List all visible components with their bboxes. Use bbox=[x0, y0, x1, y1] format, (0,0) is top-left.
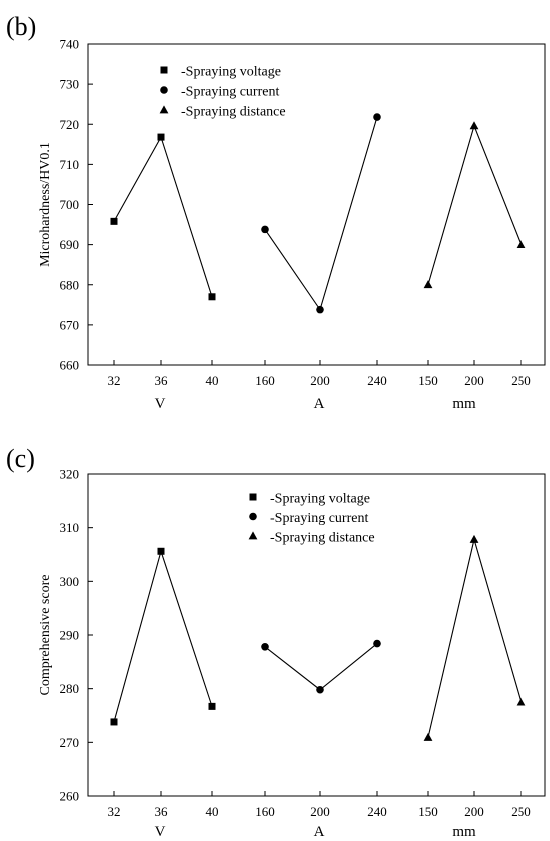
x-tick-label: 32 bbox=[108, 804, 121, 819]
y-tick-label: 270 bbox=[60, 735, 80, 750]
x-tick-label: 200 bbox=[464, 373, 484, 388]
x-tick-label: 160 bbox=[255, 804, 275, 819]
x-tick-label: 150 bbox=[418, 373, 438, 388]
x-tick-label: 40 bbox=[206, 373, 219, 388]
x-tick-label: 200 bbox=[310, 804, 330, 819]
panel-label: (b) bbox=[6, 12, 36, 41]
legend-label: -Spraying current bbox=[181, 85, 279, 100]
data-point-triangle bbox=[423, 732, 433, 741]
data-point-circle bbox=[373, 639, 381, 648]
series-line bbox=[113, 549, 213, 723]
legend-marker-circle bbox=[249, 512, 257, 521]
data-point-square bbox=[157, 547, 165, 555]
y-axis-label: Comprehensive score bbox=[38, 575, 53, 696]
legend-label: -Spraying distance bbox=[270, 531, 375, 546]
data-point-square bbox=[110, 217, 118, 225]
y-tick-label: 320 bbox=[60, 467, 80, 482]
x-tick-label: 160 bbox=[255, 373, 275, 388]
data-point-triangle bbox=[516, 240, 526, 249]
data-point-circle bbox=[261, 225, 269, 234]
y-tick-label: 740 bbox=[60, 37, 80, 52]
data-point-triangle bbox=[469, 121, 479, 130]
legend-marker-triangle bbox=[159, 105, 169, 114]
x-tick-label: 40 bbox=[206, 804, 219, 819]
series-line bbox=[113, 135, 213, 297]
legend-marker-square bbox=[160, 66, 168, 74]
x-group-label: A bbox=[314, 396, 325, 412]
x-tick-label: 32 bbox=[108, 373, 121, 388]
y-tick-label: 720 bbox=[60, 117, 80, 132]
data-point-square bbox=[208, 293, 216, 301]
x-tick-label: 240 bbox=[367, 373, 387, 388]
y-tick-label: 690 bbox=[60, 237, 80, 252]
x-group-label: V bbox=[155, 396, 166, 412]
data-point-square bbox=[208, 702, 216, 710]
data-point-square bbox=[157, 133, 165, 141]
y-tick-label: 300 bbox=[60, 574, 80, 589]
x-tick-label: 36 bbox=[155, 373, 169, 388]
legend-label: -Spraying current bbox=[270, 511, 368, 526]
x-tick-label: 250 bbox=[511, 373, 531, 388]
legend-marker-circle bbox=[160, 86, 168, 94]
y-tick-label: 710 bbox=[60, 157, 80, 172]
y-tick-label: 730 bbox=[60, 77, 80, 92]
x-tick-label: 36 bbox=[155, 804, 169, 819]
data-point-circle bbox=[316, 685, 324, 694]
x-group-label: V bbox=[155, 824, 166, 840]
legend-label: -Spraying voltage bbox=[270, 492, 370, 507]
y-tick-label: 280 bbox=[60, 681, 80, 696]
y-tick-label: 310 bbox=[60, 520, 80, 535]
y-tick-label: 260 bbox=[60, 789, 80, 804]
y-tick-label: 680 bbox=[60, 277, 80, 292]
x-tick-label: 150 bbox=[418, 804, 438, 819]
legend: -Spraying voltage -Spraying current -Spray… bbox=[159, 65, 286, 120]
y-tick-label: 700 bbox=[60, 197, 80, 212]
x-tick-label: 200 bbox=[310, 373, 330, 388]
series-line bbox=[264, 643, 378, 691]
data-point-triangle bbox=[469, 534, 479, 543]
y-axis-label: Microhardness/HV0.1 bbox=[38, 142, 53, 267]
data-point-circle bbox=[261, 643, 269, 651]
chart-panel-1: (b) 660 670 680 690 700 710 720 730 740 Microhardn… bbox=[6, 12, 546, 412]
series-line bbox=[427, 124, 522, 285]
series-line bbox=[427, 537, 522, 738]
plot-frame bbox=[87, 43, 546, 366]
x-tick-label: 250 bbox=[511, 804, 531, 819]
legend-marker-square bbox=[249, 493, 257, 501]
legend-marker-triangle bbox=[248, 531, 258, 540]
chart-panel-2: (c) 260 270 280 290 300 310 320 Comprehensive sc… bbox=[6, 444, 546, 840]
y-tick-label: 290 bbox=[60, 628, 80, 643]
panel-label: (c) bbox=[6, 444, 35, 473]
y-tick-label: 670 bbox=[60, 317, 80, 332]
legend-label: -Spraying distance bbox=[181, 105, 286, 120]
data-point-triangle bbox=[516, 697, 526, 706]
x-tick-label: 200 bbox=[464, 804, 484, 819]
data-point-circle bbox=[373, 113, 381, 121]
data-point-square bbox=[110, 718, 118, 726]
series-line bbox=[264, 116, 378, 311]
x-group-label: mm bbox=[452, 396, 476, 412]
x-group-label: mm bbox=[452, 824, 476, 840]
y-tick-label: 660 bbox=[60, 358, 80, 373]
x-tick-label: 240 bbox=[367, 804, 387, 819]
legend-label: -Spraying voltage bbox=[181, 65, 281, 80]
x-group-label: A bbox=[314, 824, 325, 840]
legend: -Spraying voltage -Spraying current -Spray… bbox=[248, 492, 375, 546]
data-point-triangle bbox=[423, 280, 433, 289]
data-point-circle bbox=[316, 305, 324, 314]
